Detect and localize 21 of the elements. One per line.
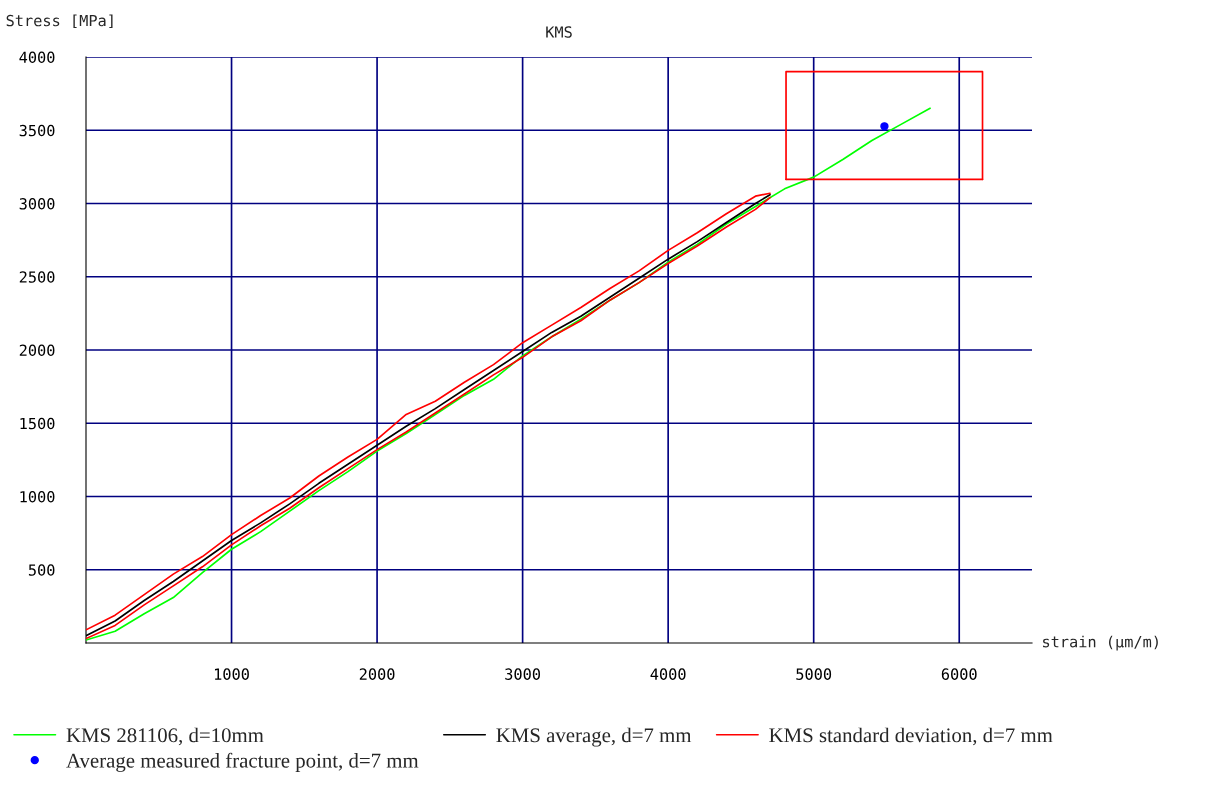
y-tick-label: 2500 [19,271,55,283]
y-tick-label: 3000 [19,198,55,210]
legend-label: Average measured fracture point, d=7 mm [66,752,419,772]
y-tick-label: 1500 [20,417,55,430]
y-axis-title: Stress [MPa] [6,14,113,29]
x-tick-label: 1000 [214,668,249,680]
x-axis-title: strain (µm/m) [1043,635,1158,651]
legend-label: KMS standard deviation, d=7 mm [769,727,1053,746]
y-tick-label: 3500 [19,124,55,137]
y-tick-label: 1000 [20,491,55,503]
y-tick-label: 500 [28,564,55,576]
legend-label: KMS average, d=7 mm [496,727,692,747]
x-tick-label: 6000 [941,668,977,680]
x-tick-label: 3000 [505,668,541,680]
legend-label: KMS 281106, d=10mm [66,727,264,746]
x-tick-label: 2000 [359,668,395,680]
y-tick-label: 4000 [19,51,55,64]
x-tick-label: 4000 [650,668,686,680]
y-tick-label: 2000 [19,344,55,357]
x-tick-label: 5000 [796,668,832,680]
chart-title: KMS [546,26,572,38]
